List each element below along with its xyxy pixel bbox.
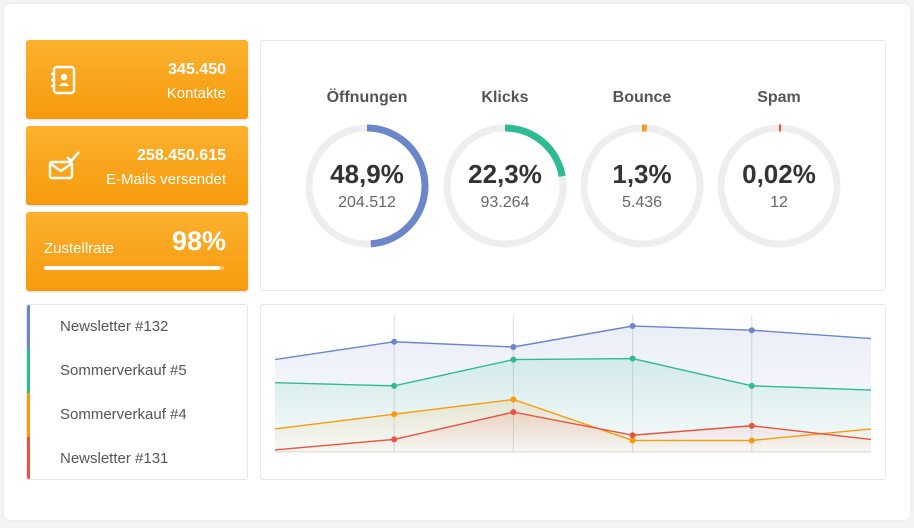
- mail-check-icon: [48, 151, 80, 180]
- campaign-list-item[interactable]: Sommerverkauf #5: [27, 349, 247, 393]
- emails-label: E-Mails versendet: [105, 171, 226, 188]
- stat-ring: [305, 124, 429, 248]
- stats-panel: Öffnungen 48,9% 204.512 Klicks 22,3% 93.264 Bo…: [260, 40, 886, 291]
- chart-point: [748, 437, 755, 444]
- stat-percent: 48,9%: [330, 159, 404, 189]
- stat-count: 5.436: [621, 194, 663, 211]
- stat-count: 93.264: [480, 194, 530, 211]
- chart-point: [510, 396, 517, 403]
- stat-percent: 0,02%: [742, 159, 816, 189]
- chart-point: [391, 411, 398, 418]
- delivery-rate-value: 98%: [171, 226, 226, 256]
- chart-series-line: [274, 398, 872, 442]
- stat-percent: 22,3%: [468, 159, 542, 189]
- stat-ring: [580, 124, 704, 248]
- delivery-rate-bar-fill: [44, 266, 221, 270]
- chart-point: [629, 355, 636, 362]
- contacts-value: 345.450: [168, 61, 226, 78]
- stat-ring: [443, 124, 567, 248]
- chart-point: [629, 323, 636, 329]
- delivery-rate-card[interactable]: Zustellrate 98%: [26, 212, 248, 291]
- stat-ring-arc: [717, 124, 841, 248]
- stat-title: Öffnungen: [326, 89, 408, 106]
- chart-series-line: [274, 357, 872, 391]
- campaign-list: Newsletter #132 Sommerverkauf #5 Sommerver…: [26, 304, 248, 480]
- chart-point: [629, 432, 636, 439]
- campaign-area-chart: [274, 315, 872, 453]
- stat-ring-arc: [305, 124, 429, 248]
- chart-series-line: [274, 411, 872, 451]
- stat-ring-arc: [580, 124, 704, 248]
- emails-card[interactable]: 258.450.615 E-Mails versendet: [26, 126, 248, 205]
- chart-point: [748, 382, 755, 389]
- chart-point: [510, 356, 517, 363]
- chart-point: [391, 338, 398, 345]
- campaign-list-item[interactable]: Newsletter #131: [27, 437, 247, 479]
- emails-value: 258.450.615: [137, 147, 226, 164]
- stat-title: Bounce: [612, 89, 672, 106]
- stat-title: Spam: [757, 89, 801, 106]
- chart-point: [748, 422, 755, 429]
- stat-ring: [717, 124, 841, 248]
- campaign-list-item[interactable]: Newsletter #132: [27, 305, 247, 349]
- campaign-list-item[interactable]: Sommerverkauf #4: [27, 393, 247, 437]
- contact-book-icon: [51, 65, 76, 95]
- contacts-card[interactable]: 345.450 Kontakte: [26, 40, 248, 119]
- stat-percent: 1,3%: [612, 159, 672, 189]
- delivery-rate-bar: [44, 266, 224, 270]
- stat-ring-arc: [443, 124, 567, 248]
- chart-point: [748, 327, 755, 334]
- delivery-rate-label: Zustellrate: [44, 240, 115, 257]
- chart-series-area: [275, 412, 871, 452]
- chart-point: [510, 409, 517, 416]
- chart-point: [391, 436, 398, 443]
- chart-point: [629, 437, 636, 444]
- chart-point: [510, 344, 517, 350]
- campaign-chart-panel: [260, 304, 886, 480]
- stat-count: 204.512: [338, 194, 396, 211]
- stat-count: 12: [770, 194, 788, 211]
- contacts-label: Kontakte: [166, 85, 226, 102]
- stat-title: Klicks: [481, 89, 529, 106]
- chart-series-line: [274, 325, 872, 361]
- chart-point: [391, 382, 398, 389]
